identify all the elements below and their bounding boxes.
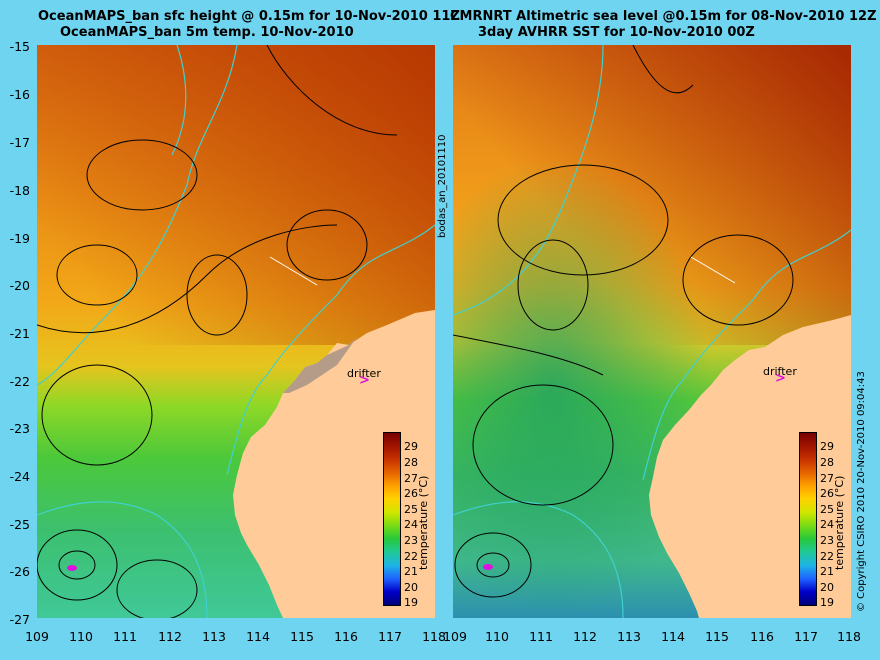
colorbar-tick: 29 bbox=[820, 440, 834, 453]
drifter-label: drifter bbox=[763, 365, 797, 378]
colorbar-gradient bbox=[384, 433, 400, 605]
colorbar-tick: 23 bbox=[404, 534, 418, 547]
run-id-label: bodas_an_20101110 bbox=[437, 134, 448, 238]
colorbar-tick: 24 bbox=[820, 518, 834, 531]
x-tick: 113 bbox=[202, 629, 226, 644]
left-map: drifter > 29 28 27 26 25 24 23 22 21 20 … bbox=[37, 45, 435, 618]
right-map-svg bbox=[453, 45, 851, 618]
colorbar-label: temperature (°C) bbox=[417, 475, 430, 570]
y-tick: -27 bbox=[9, 612, 30, 627]
drifter-arrow-icon: > bbox=[359, 373, 370, 388]
colorbar-tick: 29 bbox=[404, 440, 418, 453]
x-tick: 116 bbox=[750, 629, 774, 644]
y-tick: -17 bbox=[9, 135, 30, 150]
colorbar-gradient bbox=[800, 433, 816, 605]
colorbar-tick: 22 bbox=[820, 550, 834, 563]
x-tick: 112 bbox=[158, 629, 182, 644]
sea-level-contours bbox=[37, 45, 398, 618]
y-tick: -18 bbox=[9, 183, 30, 198]
y-tick: -21 bbox=[9, 326, 30, 341]
sea-level-contours bbox=[453, 45, 794, 598]
cross-section-line bbox=[690, 256, 736, 284]
colorbar-tick: 27 bbox=[404, 472, 418, 485]
colorbar-tick: 20 bbox=[404, 581, 418, 594]
colorbar-tick: 25 bbox=[820, 503, 834, 516]
drifter-marker bbox=[483, 564, 493, 570]
x-tick: 109 bbox=[25, 629, 49, 644]
colorbar-tick: 27 bbox=[820, 472, 834, 485]
drifter-arrow-icon: > bbox=[775, 371, 786, 386]
y-tick: -24 bbox=[9, 469, 30, 484]
x-tick: 111 bbox=[113, 629, 137, 644]
x-tick: 114 bbox=[661, 629, 685, 644]
warm-water-region bbox=[37, 45, 435, 345]
colorbar-tick: 25 bbox=[404, 503, 418, 516]
x-tick: 113 bbox=[617, 629, 641, 644]
right-map: drifter > 29 28 27 26 25 24 23 22 21 20 … bbox=[453, 45, 851, 618]
colorbar-tick: 21 bbox=[404, 565, 418, 578]
x-tick: 111 bbox=[529, 629, 553, 644]
y-tick: -22 bbox=[9, 374, 30, 389]
colorbar-tick: 28 bbox=[404, 456, 418, 469]
colorbar bbox=[383, 432, 401, 606]
bathymetry-contours bbox=[37, 45, 435, 618]
x-tick: 115 bbox=[290, 629, 314, 644]
bathymetry-contours bbox=[453, 45, 851, 618]
drifter-label: drifter bbox=[347, 367, 381, 380]
y-tick: -19 bbox=[9, 231, 30, 246]
colorbar-tick: 20 bbox=[820, 581, 834, 594]
right-title-line1: CMRNRT Altimetric sea level @0.15m for 0… bbox=[450, 9, 877, 24]
x-tick: 110 bbox=[69, 629, 93, 644]
right-title-line2: 3day AVHRR SST for 10-Nov-2010 00Z bbox=[478, 25, 755, 40]
x-tick: 118 bbox=[422, 629, 446, 644]
left-map-svg bbox=[37, 45, 435, 618]
x-tick: 116 bbox=[334, 629, 358, 644]
colorbar bbox=[799, 432, 817, 606]
cross-section-line bbox=[269, 256, 318, 286]
x-tick: 115 bbox=[705, 629, 729, 644]
colorbar-tick: 22 bbox=[404, 550, 418, 563]
y-tick: -26 bbox=[9, 564, 30, 579]
drifter-marker bbox=[67, 565, 77, 571]
colorbar-tick: 28 bbox=[820, 456, 834, 469]
y-tick: -15 bbox=[9, 39, 30, 54]
y-tick: -23 bbox=[9, 421, 30, 436]
x-tick: 109 bbox=[443, 629, 467, 644]
colorbar-label: temperature (°C) bbox=[833, 475, 846, 570]
y-tick: -16 bbox=[9, 87, 30, 102]
left-title-line1: OceanMAPS_ban sfc height @ 0.15m for 10-… bbox=[38, 9, 460, 24]
colorbar-tick: 26 bbox=[404, 487, 418, 500]
x-tick: 110 bbox=[485, 629, 509, 644]
left-title-line2: OceanMAPS_ban 5m temp. 10-Nov-2010 bbox=[60, 25, 354, 40]
y-tick: -25 bbox=[9, 517, 30, 532]
colorbar-tick: 21 bbox=[820, 565, 834, 578]
x-tick: 117 bbox=[378, 629, 402, 644]
colorbar-tick: 19 bbox=[404, 596, 418, 609]
colorbar-tick: 24 bbox=[404, 518, 418, 531]
x-tick: 114 bbox=[246, 629, 270, 644]
coastal-shelf bbox=[283, 337, 357, 393]
x-tick: 117 bbox=[794, 629, 818, 644]
x-tick: 118 bbox=[837, 629, 861, 644]
colorbar-tick: 19 bbox=[820, 596, 834, 609]
x-tick: 112 bbox=[573, 629, 597, 644]
copyright-text: © Copyright CSIRO 2010 20-Nov-2010 09:04… bbox=[856, 371, 867, 612]
y-tick: -20 bbox=[9, 278, 30, 293]
colorbar-tick: 23 bbox=[820, 534, 834, 547]
colorbar-tick: 26 bbox=[820, 487, 834, 500]
